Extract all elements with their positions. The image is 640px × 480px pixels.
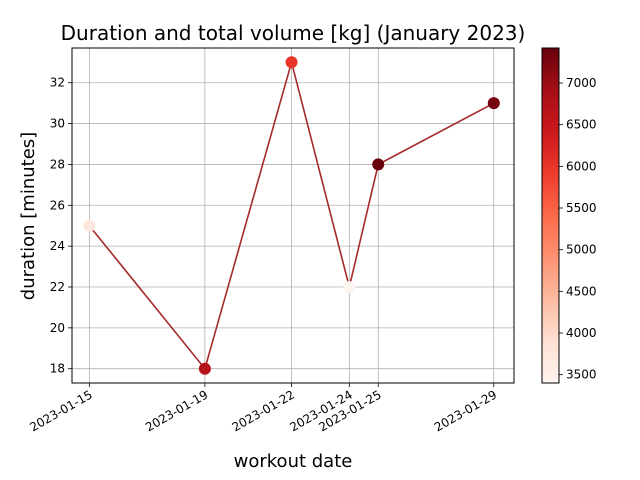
y-tick-label: 26 — [50, 198, 65, 212]
chart-title: Duration and total volume [kg] (January … — [61, 21, 526, 45]
colorbar-tick-label: 6000 — [566, 159, 597, 173]
colorbar-tick-label: 5000 — [566, 243, 597, 257]
series-line — [88, 59, 495, 371]
data-point — [83, 219, 96, 232]
colorbar-tick-label: 4000 — [566, 326, 597, 340]
x-tick-label: 2023-01-22 — [230, 387, 297, 434]
colorbar-tick-label: 4500 — [566, 284, 597, 298]
grid — [72, 48, 514, 383]
colorbar — [541, 47, 560, 384]
colorbar-tick-label: 6500 — [566, 118, 597, 132]
colorbar-tick-label: 7000 — [566, 76, 597, 90]
colorbar-ticks: 3500 4000 4500 5000 5500 6000 6500 7000 — [559, 76, 597, 382]
y-axis-ticks: 18 20 22 24 26 28 30 32 — [50, 76, 72, 376]
x-axis-ticks: 2023-01-15 2023-01-19 2023-01-222023-01-24… — [27, 383, 499, 434]
y-tick-label: 28 — [50, 157, 65, 171]
y-tick-label: 24 — [50, 239, 65, 253]
colorbar-tick-label: 5500 — [566, 201, 597, 215]
data-point — [285, 56, 298, 69]
x-tick-label: 2023-01-15 — [27, 387, 94, 434]
x-axis-label: workout date — [234, 451, 353, 472]
x-tick-label: 2023-01-29 — [432, 387, 499, 434]
connecting-line — [88, 59, 495, 371]
y-tick-label: 32 — [50, 76, 65, 90]
colorbar-tick-label: 3500 — [566, 368, 597, 382]
data-point — [372, 158, 385, 171]
data-point — [487, 97, 500, 110]
data-points — [83, 56, 500, 375]
y-axis-label: duration [minutes] — [18, 132, 39, 300]
x-tick-label: 2023-01-19 — [143, 387, 210, 434]
y-tick-label: 20 — [50, 321, 65, 335]
data-point — [198, 362, 211, 375]
y-tick-label: 30 — [50, 117, 65, 131]
data-point — [343, 280, 356, 293]
y-tick-label: 18 — [50, 362, 65, 376]
y-tick-label: 22 — [50, 280, 65, 294]
plot-frame — [71, 47, 515, 384]
